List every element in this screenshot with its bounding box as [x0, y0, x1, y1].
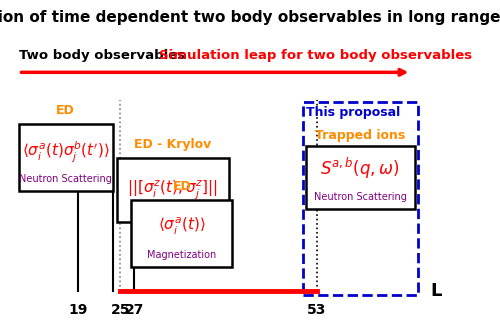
Text: Simulation of time dependent two body observables in long range models: Simulation of time dependent two body ob… [0, 10, 500, 25]
FancyBboxPatch shape [116, 157, 229, 222]
FancyBboxPatch shape [18, 124, 113, 191]
Text: Magnetization: Magnetization [148, 250, 216, 260]
Text: Neutron Scattering: Neutron Scattering [314, 192, 406, 202]
Text: Two body observables: Two body observables [19, 48, 190, 61]
Text: ED: ED [56, 105, 75, 118]
Text: Neutron Scattering: Neutron Scattering [19, 174, 112, 184]
FancyBboxPatch shape [130, 200, 232, 267]
Text: 27: 27 [124, 303, 144, 317]
FancyBboxPatch shape [306, 146, 415, 209]
Text: ED - Krylov: ED - Krylov [134, 138, 212, 151]
Text: Simulation leap for two body observables: Simulation leap for two body observables [160, 48, 472, 61]
Text: Trapped ions
Rydberg atoms: Trapped ions Rydberg atoms [307, 128, 413, 159]
Text: L: L [430, 282, 442, 300]
Text: 19: 19 [68, 303, 88, 317]
Text: ED: ED [172, 180, 192, 193]
Text: $S^{a,b}(q,\omega)$: $S^{a,b}(q,\omega)$ [320, 156, 400, 181]
Text: 25: 25 [110, 303, 130, 317]
Text: $\langle\sigma_i^a(t)\sigma_j^b(t')\rangle$: $\langle\sigma_i^a(t)\sigma_j^b(t')\rang… [22, 139, 110, 164]
Text: $\langle\sigma_i^a(t)\rangle$: $\langle\sigma_i^a(t)\rangle$ [158, 216, 206, 237]
Text: $||[\sigma_i^z(t),\sigma_j^z]||$: $||[\sigma_i^z(t),\sigma_j^z]||$ [128, 178, 218, 201]
Text: This proposal: This proposal [306, 106, 400, 119]
Text: 53: 53 [307, 303, 326, 317]
